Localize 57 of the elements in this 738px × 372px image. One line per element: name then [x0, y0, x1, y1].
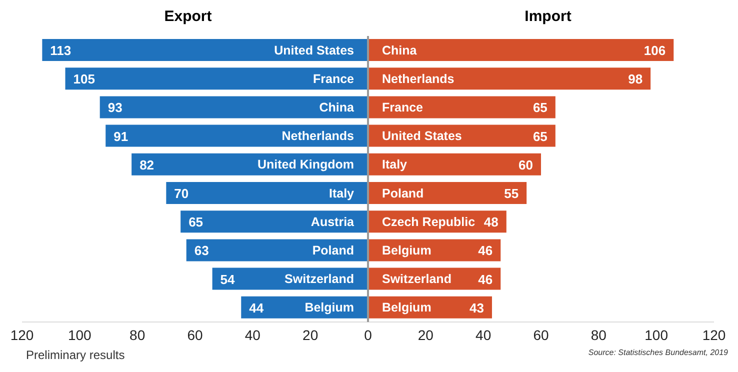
- data-label: 65: [188, 214, 204, 230]
- chart-title: Import: [524, 8, 572, 27]
- y-tick-label: Netherlands: [282, 129, 354, 144]
- x-tick-label: 120: [10, 326, 34, 343]
- data-label: 65: [532, 100, 548, 116]
- x-tick-label: 20: [302, 326, 318, 343]
- y-tick-label: Poland: [312, 244, 354, 258]
- data-label: 46: [478, 243, 493, 258]
- y-tick-label: Netherlands: [382, 72, 454, 86]
- data-label: 46: [478, 272, 493, 287]
- x-tick-label: 20: [418, 326, 434, 343]
- data-label: 91: [114, 128, 128, 144]
- x-tick-label: 80: [590, 326, 607, 343]
- y-tick-label: Belgium: [382, 300, 432, 315]
- chart-title: Export: [163, 8, 213, 27]
- y-tick-label: United States: [382, 129, 462, 144]
- y-tick-label: Switzerland: [382, 272, 452, 286]
- data-label: 48: [484, 214, 498, 230]
- x-tick-label: 60: [187, 326, 203, 343]
- data-label: 55: [504, 186, 519, 201]
- y-tick-label: Austria: [310, 214, 356, 229]
- y-tick-label: France: [382, 100, 424, 114]
- y-tick-label: China: [382, 43, 418, 58]
- y-tick-label: Switzerland: [284, 272, 354, 286]
- data-label: 113: [50, 43, 72, 58]
- data-label: 106: [644, 43, 666, 58]
- data-label: 63: [194, 243, 209, 258]
- y-tick-label: China: [319, 100, 356, 114]
- data-label: 54: [220, 272, 236, 287]
- y-tick-label: United States: [274, 43, 354, 58]
- x-tick-label: 40: [476, 326, 492, 343]
- x-tick-label: 100: [68, 326, 92, 343]
- source-note: Source: Statistisches Bundesamt, 2019: [587, 348, 728, 357]
- data-label: 65: [532, 128, 548, 144]
- x-tick-label: 60: [533, 326, 549, 343]
- data-label: 60: [518, 157, 533, 172]
- data-label: 44: [249, 300, 264, 316]
- data-label: 70: [174, 186, 189, 201]
- text: Preliminary results: [25, 348, 126, 362]
- data-label: 43: [470, 300, 484, 316]
- y-tick-label: Belgium: [304, 300, 354, 315]
- x-tick-label: 0: [364, 326, 372, 343]
- y-tick-label: Italy: [382, 158, 408, 172]
- x-tick-label: 120: [702, 326, 726, 343]
- y-tick-label: Poland: [382, 186, 424, 200]
- y-tick-label: Belgium: [382, 244, 432, 258]
- y-tick-label: Italy: [328, 186, 354, 200]
- data-label: 105: [73, 72, 95, 87]
- y-tick-label: Czech Republic: [382, 214, 476, 229]
- x-tick-label: 100: [644, 326, 668, 343]
- data-label: 82: [140, 157, 154, 172]
- y-tick-label: United Kingdom: [257, 158, 354, 172]
- x-tick-label: 40: [244, 326, 261, 343]
- data-label: 93: [108, 100, 122, 116]
- x-tick-label: 80: [130, 326, 146, 343]
- data-label: 98: [628, 72, 643, 87]
- y-tick-label: France: [313, 72, 354, 86]
